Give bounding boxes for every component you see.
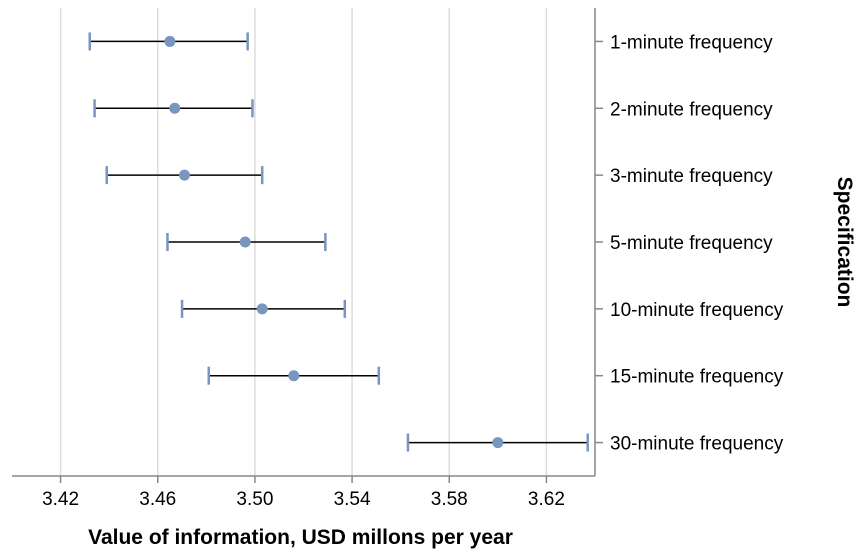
data-point	[164, 35, 176, 47]
x-tick-label: 3.58	[431, 489, 468, 510]
x-tick-label: 3.42	[42, 489, 79, 510]
data-point	[169, 102, 181, 114]
y-tick-label: 30-minute frequency	[610, 434, 784, 455]
y-axis-title: Specification	[833, 177, 856, 308]
y-tick-label: 15-minute frequency	[610, 367, 784, 388]
data-point	[288, 370, 300, 382]
error-bars	[88, 32, 589, 452]
y-tick-label: 2-minute frequency	[610, 99, 773, 120]
x-tick-label: 3.46	[139, 489, 176, 510]
data-point	[239, 236, 251, 248]
data-point	[256, 303, 268, 315]
x-axis-title: Value of information, USD millons per ye…	[88, 526, 513, 549]
x-tick-label: 3.54	[334, 489, 371, 510]
x-axis-ticks: 3.42 3.46 3.50 3.54 3.58 3.62	[42, 476, 565, 510]
y-axis-ticks: 1-minute frequency 2-minute frequency 3-mi…	[595, 32, 784, 455]
data-point	[178, 169, 190, 181]
y-tick-label: 1-minute frequency	[610, 32, 773, 53]
x-tick-label: 3.62	[528, 489, 565, 510]
y-tick-label: 10-minute frequency	[610, 300, 784, 321]
y-tick-label: 5-minute frequency	[610, 233, 773, 254]
data-point	[492, 437, 504, 449]
y-tick-label: 3-minute frequency	[610, 166, 773, 187]
x-tick-label: 3.50	[236, 489, 273, 510]
